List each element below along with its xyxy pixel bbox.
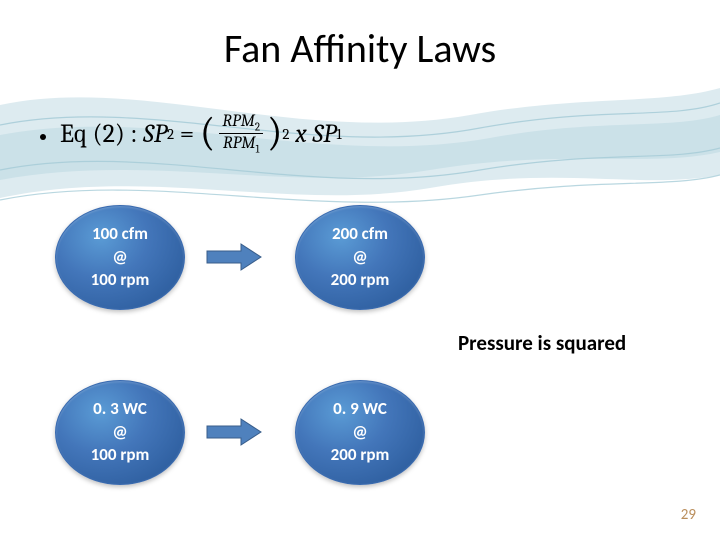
circle-line: 100 rpm [91,269,150,292]
eq-den-sub: 1 [256,143,260,156]
circle-line: 0. 3 WC [93,398,147,421]
eq-lhs-sub: 2 [167,125,174,143]
eq-label: Eq (2) : [60,119,137,149]
arrow-right-icon [205,242,263,272]
circle-wc-09: 0. 9 WC @ 200 rpm [295,380,425,485]
eq-exponent: 2 [282,125,289,143]
circle-line: 100 rpm [91,444,150,467]
eq-rhs-sub: 1 [336,125,341,143]
circle-cfm-200: 200 cfm @ 200 rpm [295,205,425,310]
circle-line: 100 cfm [92,223,148,246]
circle-wc-03: 0. 3 WC @ 100 rpm [55,380,185,485]
circle-line: 200 cfm [332,223,388,246]
equation-row: Eq (2) : SP2 = ( RPM2 RPM1 )2 x SP1 [40,112,342,156]
circle-cfm-100: 100 cfm @ 100 rpm [55,205,185,310]
circle-line: @ [112,246,127,269]
eq-rhs-var: SP [313,119,337,149]
page-number: 29 [681,506,696,524]
slide-title: Fan Affinity Laws [0,24,720,73]
arrow-right-icon [205,417,263,447]
circle-line: 0. 9 WC [333,398,387,421]
circle-line: @ [112,421,127,444]
bullet-icon [40,134,46,140]
eq-fraction: RPM2 RPM1 [219,112,263,156]
eq-x: x [295,119,307,149]
eq-den-var: RPM [223,134,256,153]
circle-line: @ [352,246,367,269]
annotation-text: Pressure is squared [458,330,626,356]
circle-line: 200 rpm [331,444,390,467]
circle-line: @ [352,421,367,444]
eq-num-var: RPM [222,112,255,131]
eq-num-sub: 2 [255,120,260,133]
eq-lhs-var: SP [143,119,167,149]
equation: Eq (2) : SP2 = ( RPM2 RPM1 )2 x SP1 [60,112,342,156]
circle-line: 200 rpm [331,269,390,292]
